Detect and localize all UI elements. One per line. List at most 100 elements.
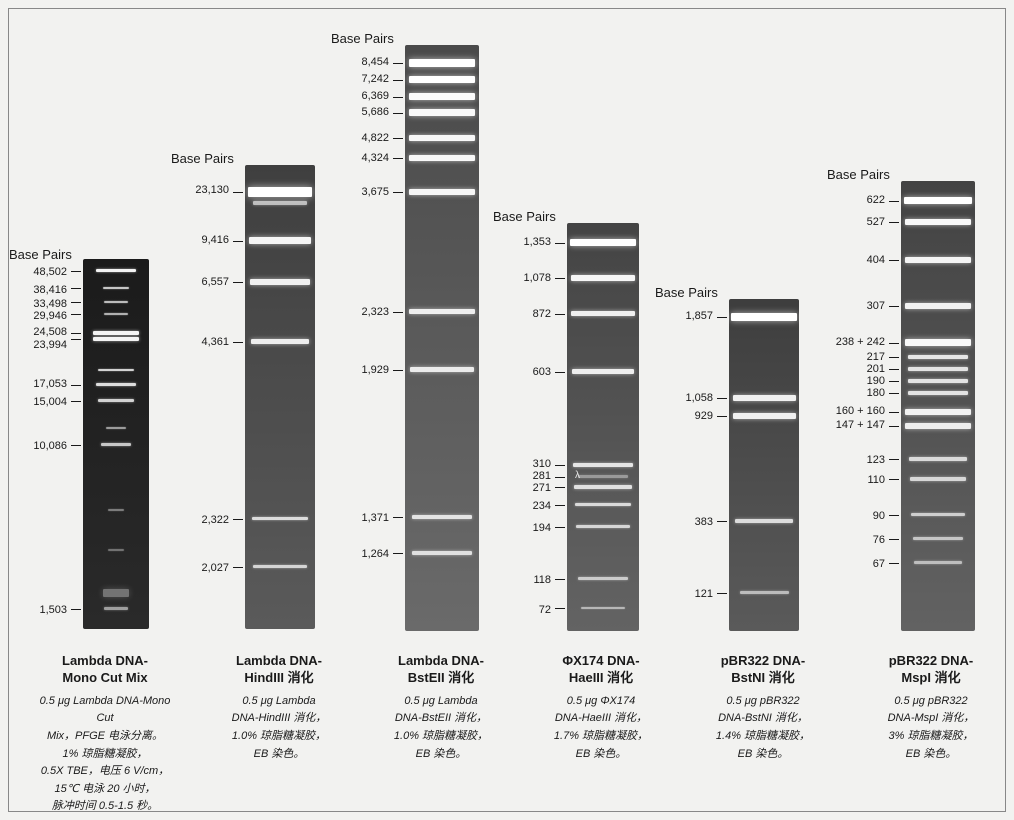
bp-tick [71,609,81,610]
bp-tick [233,282,243,283]
bp-tick [889,343,899,344]
bp-label: 238 + 242 [836,337,885,348]
bp-label: 1,078 [523,273,551,284]
bp-tick [71,339,81,340]
bp-label: 527 [867,217,885,228]
bp-label: 194 [533,523,551,534]
bp-label: 603 [533,367,551,378]
bp-label: 622 [867,195,885,206]
gel-band [574,485,632,489]
bp-label: 76 [873,535,885,546]
bp-label: 72 [539,605,551,616]
lane-body: 0.5 μg LambdaDNA-HindIII 消化，1.0% 琼脂糖凝胶，E… [209,693,349,763]
bp-label: 160 + 160 [836,406,885,417]
bp-tick [717,398,727,399]
gel-lane-phix174-haeiii [567,223,639,631]
gel-band [101,443,131,446]
bp-tick [889,563,899,564]
gel-band [905,423,970,429]
bp-tick [889,381,899,382]
gel-lane-lambda-bsteii [405,45,479,631]
bp-tick [393,158,403,159]
bp-tick [233,192,243,193]
bp-tick [555,477,565,478]
bp-label: 121 [695,589,713,600]
bp-tick [393,138,403,139]
bp-label: 5,686 [361,107,389,118]
bp-label: 24,508 [33,327,67,338]
gel-band [578,577,628,580]
lane-description: Lambda DNA-BstEII 消化0.5 μg LambdaDNA-Bst… [371,653,511,763]
gel-band [409,135,476,141]
gel-band [253,201,308,205]
bp-tick [393,80,403,81]
bp-label: 3,675 [361,187,389,198]
lane-body: 0.5 μg LambdaDNA-BstEII 消化，1.0% 琼脂糖凝胶，EB… [371,693,511,763]
bp-label: 15,004 [33,397,67,408]
bp-label: 4,361 [201,337,229,348]
bp-label: 1,371 [361,513,389,524]
gel-band [409,155,476,161]
gel-band [409,109,476,116]
gel-band [253,565,308,568]
gel-lane-lambda-hindiii [245,165,315,629]
gel-band [908,391,969,395]
lane-title: Lambda DNA-HindIII 消化 [209,653,349,687]
gel-band [249,237,311,244]
bp-tick [393,192,403,193]
bp-tick [555,487,565,488]
gel-band [96,383,136,386]
bp-tick [71,445,81,446]
bp-tick [889,412,899,413]
gel-band [578,475,628,478]
gel-band [576,525,631,528]
bp-label-note: λ [575,471,580,481]
bp-label: 23,994 [33,340,67,351]
gel-band [409,189,476,195]
bp-label: 6,557 [201,277,229,288]
gel-band [98,399,134,402]
lane-description: pBR322 DNA-BstNI 消化0.5 μg pBR322DNA-BstN… [693,653,833,763]
bp-label: 4,324 [361,153,389,164]
bp-label: 23,130 [195,185,229,196]
gel-band [409,76,476,83]
gel-band [248,187,312,197]
lane-title: ΦX174 DNA-HaeIII 消化 [531,653,671,687]
bp-label: 404 [867,255,885,266]
gel-band [905,219,972,225]
gel-band [93,337,139,341]
gel-lane-lambda-mono [83,259,149,629]
figure-frame: Base Pairs48,50238,41633,49829,94624,508… [8,8,1006,812]
bp-tick [393,312,403,313]
bp-tick [393,97,403,98]
bp-label: 234 [533,501,551,512]
bp-label: 2,323 [361,307,389,318]
bp-header: Base Pairs [171,151,234,166]
bp-label: 147 + 147 [836,420,885,431]
bp-header: Base Pairs [331,31,394,46]
lane-body: 0.5 μg ΦX174DNA-HaeIII 消化，1.7% 琼脂糖凝胶，EB … [531,693,671,763]
bp-tick [393,113,403,114]
bp-label: 4,822 [361,133,389,144]
bp-tick [393,553,403,554]
bp-label: 2,027 [201,563,229,574]
bp-label: 1,929 [361,365,389,376]
gel-band [410,367,474,372]
bp-tick [889,222,899,223]
bp-tick [555,278,565,279]
bp-tick [555,314,565,315]
bp-tick [889,393,899,394]
bp-tick [393,517,403,518]
gel-band [250,279,310,285]
gel-band [98,369,134,371]
gel-band [733,413,796,419]
bp-header: Base Pairs [827,167,890,182]
bp-label: 6,369 [361,91,389,102]
lane-title: pBR322 DNA-BstNI 消化 [693,653,833,687]
bp-tick [555,372,565,373]
gel-band [108,509,125,511]
bp-header: Base Pairs [655,285,718,300]
bp-label: 2,322 [201,515,229,526]
gel-band [914,561,961,564]
bp-label: 217 [867,352,885,363]
